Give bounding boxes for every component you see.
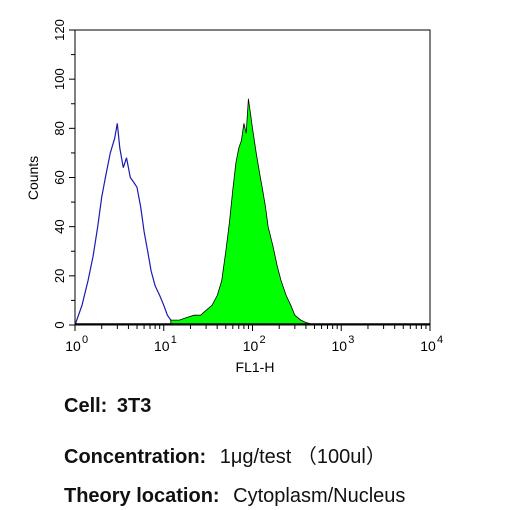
- x-tick-label: 10: [331, 338, 347, 354]
- x-tick-label: 10: [65, 338, 81, 354]
- cell-label: Cell:: [64, 395, 108, 417]
- y-tick-label: 20: [52, 269, 67, 283]
- x-tick-exponent: 3: [348, 334, 354, 346]
- y-tick-label: 80: [52, 121, 67, 135]
- x-tick-label: 10: [243, 338, 259, 354]
- y-tick-label: 60: [52, 170, 67, 184]
- concentration-label: Concentration:: [64, 446, 207, 468]
- series-1-filled-histogram: [170, 98, 315, 326]
- x-tick-exponent: 4: [437, 334, 443, 346]
- x-tick-exponent: 0: [82, 334, 88, 346]
- location-value: Cytoplasm/Nucleus: [233, 485, 406, 507]
- cell-info: Cell: 3T3: [64, 395, 151, 418]
- x-tick-exponent: 1: [171, 334, 177, 346]
- cell-value: 3T3: [116, 395, 152, 417]
- y-tick-label: 100: [52, 68, 67, 90]
- concentration-info: Concentration: 1μg/test （100ul）: [64, 440, 386, 469]
- location-label: Theory location:: [64, 485, 220, 507]
- x-tick-label: 10: [420, 338, 436, 354]
- y-tick-label: 0: [52, 321, 67, 328]
- y-tick-label: 40: [52, 219, 67, 233]
- series-0-outline-histogram: [74, 123, 178, 326]
- y-axis-label: Counts: [25, 156, 41, 200]
- y-tick-label: 120: [52, 19, 67, 41]
- location-info: Theory location: Cytoplasm/Nucleus: [64, 485, 405, 508]
- series-layer: [74, 98, 430, 326]
- concentration-value: 1μg/test （100ul）: [219, 446, 386, 468]
- x-axis-label: FL1-H: [236, 359, 275, 375]
- x-tick-label: 10: [154, 338, 170, 354]
- x-tick-exponent: 2: [259, 334, 265, 346]
